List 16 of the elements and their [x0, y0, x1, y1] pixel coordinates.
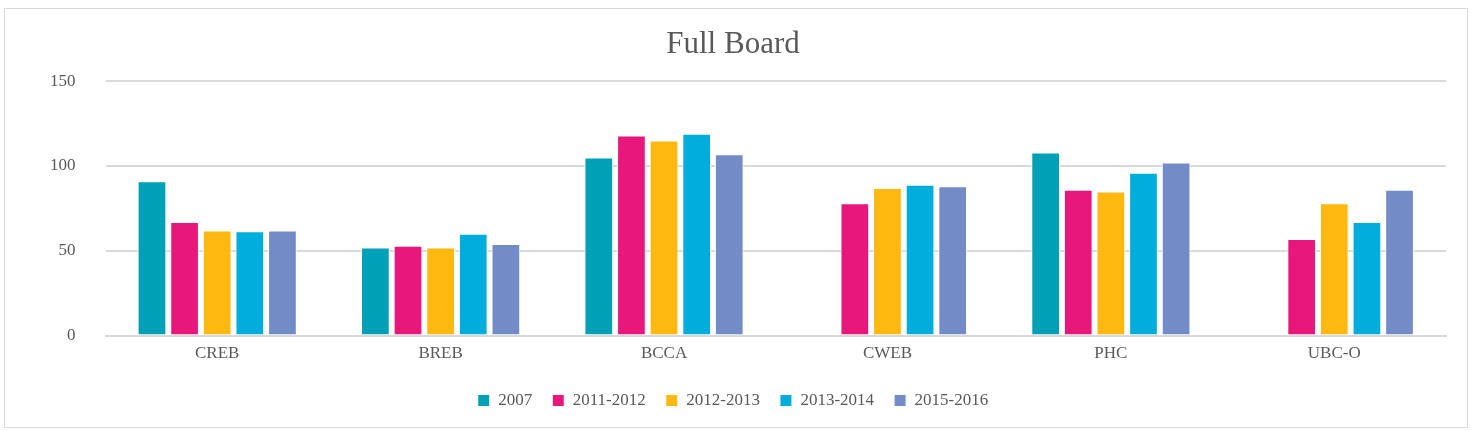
x-tick-label: UBC-O: [1307, 343, 1361, 363]
legend-label: 2013-2014: [800, 389, 875, 409]
legend-label: 2012-2013: [686, 389, 760, 409]
y-tick-label: 100: [50, 155, 76, 175]
x-tick-label: PHC: [1094, 343, 1128, 363]
x-tick-label: BREB: [418, 343, 463, 363]
y-tick-label: 0: [67, 325, 76, 345]
legend-label: 2007: [498, 389, 533, 409]
x-tick-label: BCCA: [640, 343, 688, 363]
y-tick-label: 150: [50, 70, 76, 90]
y-tick-label: 50: [58, 240, 76, 260]
x-tick-label: CWEB: [862, 343, 913, 363]
legend-label: 2011-2012: [572, 389, 646, 409]
x-tick-label: CREB: [195, 343, 240, 363]
legend-label: 2015-2016: [914, 389, 989, 409]
chart-title: Full Board: [666, 24, 801, 60]
